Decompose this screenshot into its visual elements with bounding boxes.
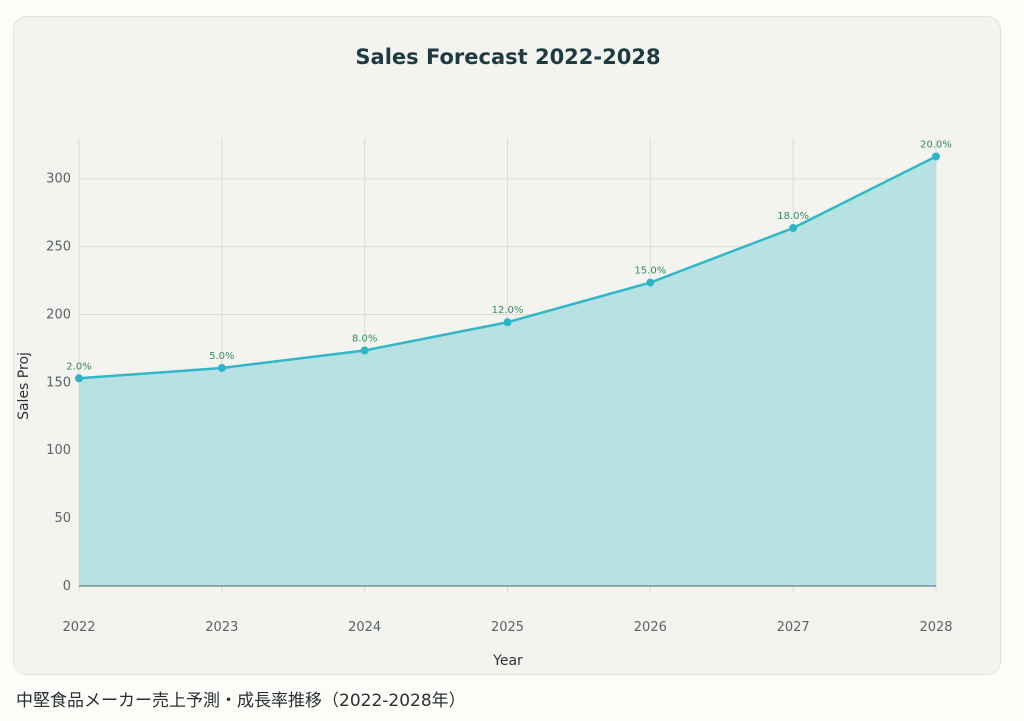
y-tick-label: 200 (46, 307, 71, 322)
data-point-2026 (646, 278, 655, 287)
data-point-2028 (932, 152, 940, 161)
y-tick-label: 150 (46, 375, 71, 390)
y-tick-label: 250 (46, 240, 71, 255)
data-points: 2.0% 5.0% 8.0% 12.0% 15.0% 18.0% 20.0% (66, 139, 952, 383)
data-label-2024: 8.0% (352, 333, 377, 344)
y-axis-label: Sales Proj (16, 352, 32, 420)
data-label-2023: 5.0% (209, 351, 234, 362)
data-point-2022 (75, 374, 83, 383)
figure-caption: 中堅食品メーカー売上予測・成長率推移（2022-2028年） (16, 691, 466, 711)
y-tick-label: 50 (54, 511, 71, 526)
x-tick-label: 2022 (62, 620, 95, 635)
x-tick-labels: 2022 2023 2024 2025 2026 2027 2028 (62, 620, 952, 635)
y-tick-label: 0 (63, 579, 71, 594)
data-point-2025 (503, 318, 512, 327)
data-point-2023 (217, 363, 226, 372)
y-tick-labels: 0 50 100 150 200 250 300 (46, 172, 71, 594)
x-tick-label: 2024 (348, 620, 381, 635)
data-point-2024 (360, 346, 369, 355)
data-label-2027: 18.0% (777, 211, 809, 222)
chart-title: Sales Forecast 2022-2028 (355, 45, 660, 69)
data-label-2028: 20.0% (920, 139, 952, 150)
area-fill (79, 156, 936, 587)
x-tick-label: 2027 (777, 620, 810, 635)
data-label-2025: 12.0% (492, 305, 524, 316)
y-tick-label: 300 (46, 172, 71, 187)
data-label-2022: 2.0% (66, 361, 91, 372)
x-tick-label: 2028 (919, 620, 952, 635)
x-tick-label: 2026 (634, 620, 667, 635)
x-axis-label: Year (492, 653, 523, 669)
data-label-2026: 15.0% (634, 266, 666, 277)
y-tick-label: 100 (46, 443, 71, 458)
x-tick-label: 2023 (205, 620, 238, 635)
x-tick-label: 2025 (491, 620, 524, 635)
data-point-2027 (789, 224, 798, 233)
